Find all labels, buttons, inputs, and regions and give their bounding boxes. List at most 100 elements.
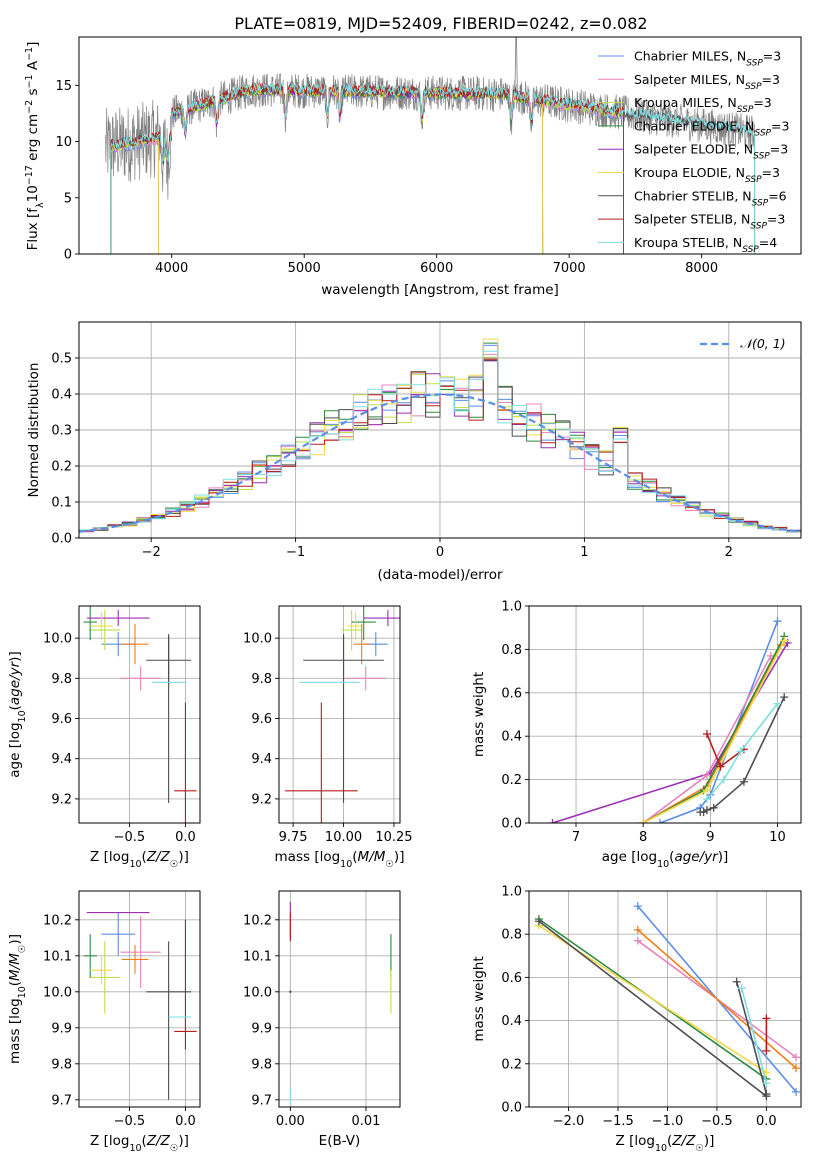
y-tick-label: 9.7 xyxy=(251,1093,272,1108)
y-tick-label: 10.2 xyxy=(43,913,72,928)
x-tick-label: 9.75 xyxy=(279,830,308,845)
y-tick-label: 9.8 xyxy=(251,1057,272,1072)
mass-weight-line xyxy=(637,929,797,1069)
mass-weight-line xyxy=(642,644,782,823)
x-tick-label: −0.5 xyxy=(114,830,146,845)
plus-marker xyxy=(736,747,745,756)
y-tick-label: 10.2 xyxy=(243,913,272,928)
plus-marker xyxy=(762,1014,771,1023)
figure-title: PLATE=0819, MJD=52409, FIBERID=0242, z=0… xyxy=(234,14,647,33)
model-fit-line xyxy=(110,81,756,254)
plot-area xyxy=(548,617,792,823)
legend-entry: Kroupa MILES, NSSP=3 xyxy=(634,95,772,115)
y-tick-label: 1.0 xyxy=(501,885,522,900)
x-axis-label: age [log10(age/yr)] xyxy=(602,849,728,870)
y-tick-label: 9.9 xyxy=(251,1021,272,1036)
plus-marker xyxy=(702,730,711,739)
plot-area xyxy=(79,338,801,533)
x-tick-label: 10.25 xyxy=(375,830,412,845)
y-tick-label: 0.4 xyxy=(501,730,522,745)
y-tick-label: 0.2 xyxy=(51,460,72,475)
legend-entry: Kroupa STELIB, NSSP=4 xyxy=(634,235,777,255)
plus-marker xyxy=(792,1053,801,1062)
y-tick-label: 0.0 xyxy=(501,817,522,832)
y-tick-label: 5 xyxy=(64,191,72,206)
x-tick-label: 10 xyxy=(769,830,786,845)
x-tick-label: 0.00 xyxy=(276,1114,305,1129)
legend-entry: Chabrier ELODIE, NSSP=3 xyxy=(634,118,789,138)
axes-mass_vs_Z: −0.5 0.0 9.7 9.8 9.9 10.0 10.1 10.2 Z [log10(Z/Z… xyxy=(7,890,201,1154)
observed-spectrum xyxy=(105,73,755,200)
x-tick-label: 0.01 xyxy=(351,1114,380,1129)
y-axis-label: mass [log10(M/M☉)] xyxy=(7,934,28,1064)
plus-marker xyxy=(792,1087,801,1096)
x-tick-label: 7 xyxy=(572,830,580,845)
y-tick-label: 10.0 xyxy=(243,985,272,1000)
y-tick-label: 10.0 xyxy=(43,985,72,1000)
x-axis-label: Z [log10(Z/Z☉)] xyxy=(90,1133,189,1154)
plot-area xyxy=(289,901,392,1104)
plot-area xyxy=(105,37,756,254)
x-axis-label: wavelength [Angstrom, rest frame] xyxy=(321,282,559,298)
plus-marker xyxy=(780,636,789,645)
plus-marker xyxy=(633,902,642,911)
plus-marker xyxy=(762,1046,771,1055)
plus-marker xyxy=(792,1064,801,1073)
x-tick-label: 10.00 xyxy=(325,830,362,845)
axes-mass_weight_vs_age: 7 8 9 10 0.0 0.2 0.4 0.6 0.8 1.0 age [log10(age/yr… xyxy=(471,600,802,870)
plus-marker xyxy=(702,786,711,795)
x-tick-label: 8000 xyxy=(685,261,718,276)
plot-area xyxy=(83,606,197,823)
y-tick-label: 10.0 xyxy=(43,632,72,647)
y-tick-label: 0.4 xyxy=(501,1014,522,1029)
plus-marker xyxy=(716,762,725,771)
mass-weight-line xyxy=(735,981,768,1095)
legend-entry: Salpeter ELODIE, NSSP=3 xyxy=(634,142,788,162)
axes-frame xyxy=(78,36,802,255)
legend-entry: Chabrier STELIB, NSSP=6 xyxy=(634,188,787,208)
y-tick-label: 10.0 xyxy=(243,632,272,647)
y-axis-label: mass weight xyxy=(471,956,487,1041)
data-point xyxy=(289,990,292,993)
plus-marker xyxy=(702,805,711,814)
x-tick-label: −0.5 xyxy=(114,1114,146,1129)
plus-marker xyxy=(633,925,642,934)
plus-marker xyxy=(719,775,728,784)
plus-marker xyxy=(732,977,741,986)
legend-entry: Salpeter STELIB, NSSP=3 xyxy=(634,212,785,232)
x-tick-label: −1.0 xyxy=(652,1114,684,1129)
plus-marker xyxy=(762,1090,771,1099)
y-tick-label: 9.7 xyxy=(51,1093,72,1108)
y-tick-label: 0.6 xyxy=(501,971,522,986)
x-tick-label: 2 xyxy=(725,545,733,560)
y-tick-label: 0.2 xyxy=(501,1057,522,1072)
plus-marker xyxy=(548,819,557,823)
plus-marker xyxy=(762,1079,771,1088)
axes-residuals: −2 −1 0 1 2 0.0 0.1 0.2 0.3 0.4 0.5 (data-model)/er… xyxy=(26,321,802,583)
plus-marker xyxy=(773,617,782,626)
y-tick-label: 0.8 xyxy=(501,928,522,943)
x-tick-label: −1.5 xyxy=(602,1114,634,1129)
legend-entry: 𝒩(0, 1) xyxy=(740,336,786,351)
plus-marker xyxy=(709,803,718,812)
normal-curve xyxy=(79,393,801,533)
x-tick-label: 8 xyxy=(639,830,647,845)
y-axis-label: mass weight xyxy=(471,672,487,757)
x-axis-label: Z [log10(Z/Z☉)] xyxy=(616,1133,715,1154)
plus-marker xyxy=(639,819,648,823)
mass-weight-line xyxy=(642,640,785,823)
y-tick-label: 0.5 xyxy=(51,352,72,367)
axes-mass_vs_EBV: 0.00 0.01 9.7 9.8 9.9 10.0 10.1 10.2 E(B-V) xyxy=(243,890,401,1149)
y-tick-label: 1.0 xyxy=(501,600,522,615)
axes-frame xyxy=(528,890,802,1108)
axes-age_vs_mass: 9.75 10.00 10.25 9.2 9.4 9.6 9.8 10.0 mass [log1… xyxy=(243,605,413,870)
x-tick-label: −2.0 xyxy=(553,1114,585,1129)
y-tick-label: 0 xyxy=(64,248,72,263)
axes-frame xyxy=(278,890,401,1108)
y-axis-label: Flux [fλ10−17 erg cm−2 s−1 A−1] xyxy=(24,42,46,251)
plus-marker xyxy=(534,917,543,926)
x-tick-label: 0.0 xyxy=(756,1114,777,1129)
axes-spectrum: 4000 5000 6000 7000 8000 0 5 10 15 wavelength [An… xyxy=(24,36,802,298)
mass-weight-line xyxy=(538,920,767,1097)
